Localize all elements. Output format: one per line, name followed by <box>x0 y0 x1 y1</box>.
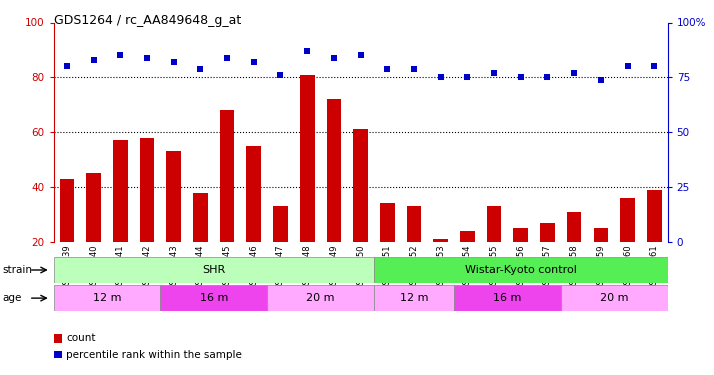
Bar <box>487 206 501 297</box>
Point <box>381 66 393 72</box>
Bar <box>220 110 234 297</box>
Point <box>114 53 126 58</box>
Bar <box>273 206 288 297</box>
Point <box>328 55 340 61</box>
Point <box>462 74 473 80</box>
Point <box>248 59 259 65</box>
Bar <box>567 212 581 297</box>
Bar <box>353 129 368 297</box>
Text: 16 m: 16 m <box>199 293 228 303</box>
Bar <box>460 231 475 297</box>
Text: 20 m: 20 m <box>600 293 628 303</box>
Point <box>408 66 420 72</box>
Bar <box>454 285 560 311</box>
Text: 12 m: 12 m <box>93 293 121 303</box>
Point <box>355 53 366 58</box>
Bar <box>300 75 314 297</box>
Point <box>195 66 206 72</box>
Bar <box>513 228 528 297</box>
Bar <box>166 152 181 297</box>
Point <box>435 74 446 80</box>
Text: strain: strain <box>2 265 32 275</box>
Text: count: count <box>66 333 96 343</box>
Bar <box>560 285 668 311</box>
Bar <box>267 285 374 311</box>
Text: age: age <box>2 293 21 303</box>
Bar <box>54 285 161 311</box>
Text: percentile rank within the sample: percentile rank within the sample <box>66 350 242 360</box>
Text: 12 m: 12 m <box>400 293 428 303</box>
Point <box>61 63 73 69</box>
Bar <box>86 173 101 297</box>
Point <box>275 72 286 78</box>
Bar <box>193 192 208 297</box>
Point <box>301 48 313 54</box>
Point <box>141 55 153 61</box>
Bar <box>326 99 341 297</box>
Bar <box>374 257 668 283</box>
Bar <box>647 190 662 297</box>
Bar <box>59 179 74 297</box>
Point <box>168 59 179 65</box>
Bar <box>246 146 261 297</box>
Bar <box>374 285 454 311</box>
Text: Wistar-Kyoto control: Wistar-Kyoto control <box>465 265 577 275</box>
Point <box>488 70 500 76</box>
Point <box>88 57 99 63</box>
Point <box>648 63 660 69</box>
Bar <box>140 138 154 297</box>
Bar <box>406 206 421 297</box>
Point <box>542 74 553 80</box>
Text: 16 m: 16 m <box>493 293 522 303</box>
Text: 20 m: 20 m <box>306 293 335 303</box>
Bar <box>593 228 608 297</box>
Point <box>568 70 580 76</box>
Bar <box>540 223 555 297</box>
Point <box>221 55 233 61</box>
Point <box>622 63 633 69</box>
Bar <box>54 257 374 283</box>
Point <box>595 76 607 82</box>
Bar <box>161 285 267 311</box>
Bar <box>380 204 395 297</box>
Point <box>515 74 526 80</box>
Bar <box>113 140 128 297</box>
Bar <box>620 198 635 297</box>
Text: GDS1264 / rc_AA849648_g_at: GDS1264 / rc_AA849648_g_at <box>54 14 241 27</box>
Text: SHR: SHR <box>202 265 226 275</box>
Bar <box>433 239 448 297</box>
